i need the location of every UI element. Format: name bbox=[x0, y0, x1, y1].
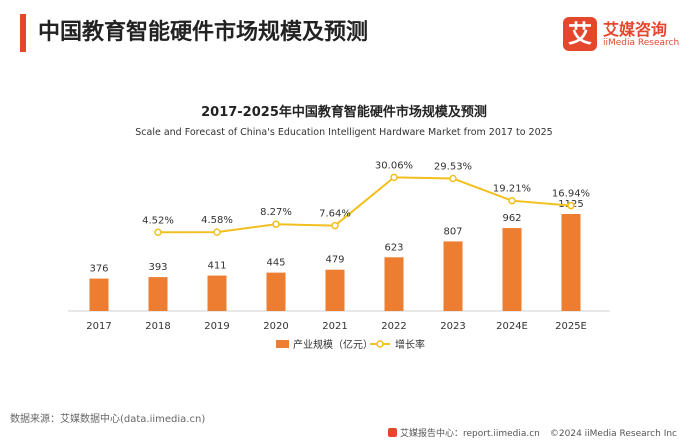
legend-bar-swatch bbox=[276, 340, 289, 348]
legend-line-marker bbox=[376, 340, 384, 348]
bar-2021 bbox=[325, 269, 345, 311]
brand-mark-icon: 艾 bbox=[563, 17, 597, 51]
chart-subtitle: Scale and Forecast of China's Education … bbox=[135, 127, 552, 138]
bar-2020 bbox=[266, 272, 286, 311]
x-tick-2025E: 2025E bbox=[555, 321, 587, 332]
bar-value-label-2021: 479 bbox=[325, 255, 344, 266]
x-tick-2019: 2019 bbox=[204, 321, 229, 332]
legend-bar-label: 产业规模（亿元） bbox=[293, 338, 373, 351]
report-center-icon bbox=[387, 428, 397, 437]
bar-value-label-2023: 807 bbox=[443, 226, 462, 237]
bar-value-label-2024E: 962 bbox=[502, 213, 521, 224]
data-source: 数据来源：艾媒数据中心(data.iimedia.cn) bbox=[10, 414, 206, 425]
growth-label-2018: 4.52% bbox=[142, 215, 174, 226]
growth-label-2019: 4.58% bbox=[201, 215, 233, 226]
bar-value-label-2020: 445 bbox=[266, 258, 285, 269]
growth-point-2025E bbox=[567, 201, 575, 210]
x-tick-2020: 2020 bbox=[263, 321, 288, 332]
growth-point-2020 bbox=[272, 220, 280, 228]
footer-credits: 艾媒报告中心：report.iimedia.cn ©2024 iiMedia Re… bbox=[387, 426, 677, 439]
bar-2024E bbox=[502, 228, 522, 311]
growth-line-series: 4.52% 4.58% 8.27% 7.64% 30.06% 29.53% 19.21% 16… bbox=[142, 160, 590, 237]
growth-label-2020: 8.27% bbox=[260, 207, 292, 218]
report-site: 艾媒报告中心：report.iimedia.cn bbox=[399, 429, 540, 439]
growth-point-2024E bbox=[508, 196, 516, 205]
bar-value-label-2018: 393 bbox=[148, 262, 167, 273]
brand-name-en: iiMedia Research bbox=[603, 38, 680, 48]
growth-label-2023: 29.53% bbox=[434, 162, 472, 173]
bar-2017 bbox=[89, 278, 109, 311]
growth-point-2023 bbox=[449, 174, 457, 183]
chart-title: 2017-2025年中国教育智能硬件市场规模及预测 bbox=[201, 104, 487, 120]
growth-point-2021 bbox=[331, 221, 339, 230]
brand-name-cn: 艾媒咨询 bbox=[603, 20, 668, 39]
bar-value-label-2017: 376 bbox=[89, 264, 108, 275]
page-title: 中国教育智能硬件市场规模及预测 bbox=[38, 20, 369, 45]
growth-point-2022 bbox=[390, 173, 398, 182]
growth-label-2025E: 16.94% bbox=[552, 189, 590, 200]
bar-2023 bbox=[443, 241, 463, 311]
growth-label-2022: 30.06% bbox=[375, 160, 413, 171]
x-tick-labels: 2017 2018 2019 2020 2021 2022 2023 2024E 2025E bbox=[86, 321, 587, 332]
legend: 产业规模（亿元） 增长率 bbox=[276, 338, 425, 351]
bar-2019 bbox=[207, 275, 227, 311]
x-tick-2022: 2022 bbox=[381, 321, 406, 332]
growth-point-2018 bbox=[154, 228, 162, 237]
bar-2018 bbox=[148, 277, 168, 311]
x-tick-2021: 2021 bbox=[322, 321, 347, 332]
header-accent-bar bbox=[20, 14, 26, 52]
x-tick-2018: 2018 bbox=[145, 321, 170, 332]
brand-logo: 艾 艾媒咨询 iiMedia Research bbox=[563, 14, 683, 54]
growth-line bbox=[157, 176, 572, 234]
bar-value-label-2022: 623 bbox=[384, 242, 403, 253]
bar-2022 bbox=[384, 257, 404, 311]
copyright: ©2024 iiMedia Research Inc bbox=[549, 429, 677, 439]
x-tick-2023: 2023 bbox=[440, 321, 465, 332]
growth-point-2019 bbox=[213, 228, 221, 236]
growth-label-2021: 7.64% bbox=[319, 209, 351, 220]
growth-label-2024E: 19.21% bbox=[493, 184, 531, 195]
x-tick-2017: 2017 bbox=[86, 321, 111, 332]
bar-2025E bbox=[561, 214, 581, 311]
legend-line-label: 增长率 bbox=[395, 338, 425, 351]
bar-value-label-2019: 411 bbox=[207, 261, 226, 272]
x-tick-2024E: 2024E bbox=[496, 321, 528, 332]
